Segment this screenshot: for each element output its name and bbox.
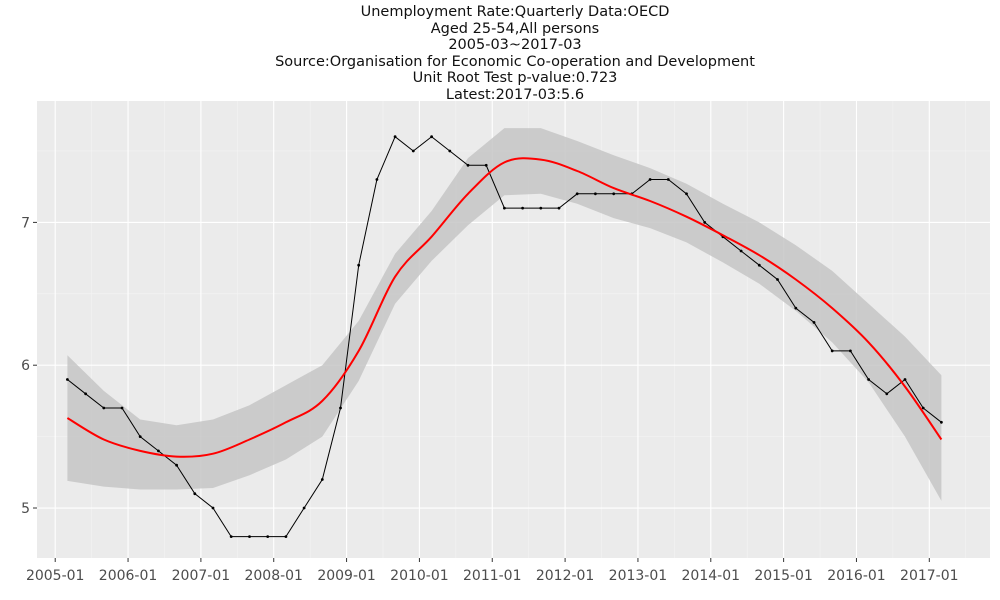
data-point bbox=[266, 535, 270, 538]
confidence-ribbon bbox=[67, 128, 942, 501]
data-point bbox=[849, 349, 852, 353]
data-point bbox=[430, 135, 433, 139]
data-point bbox=[302, 506, 306, 510]
data-point bbox=[830, 349, 834, 353]
data-point bbox=[557, 206, 561, 210]
x-tick-label: 2013-01 bbox=[609, 568, 668, 584]
data-point bbox=[120, 406, 124, 410]
data-point bbox=[448, 149, 452, 153]
title-line-6: Latest:2017-03:5.6 bbox=[445, 86, 585, 103]
x-tick-label: 2010-01 bbox=[390, 568, 449, 584]
data-point bbox=[484, 163, 488, 167]
y-tick-label: 7 bbox=[21, 215, 30, 231]
x-tick-label: 2016-01 bbox=[827, 568, 886, 584]
data-point bbox=[867, 378, 870, 381]
data-point bbox=[102, 406, 106, 410]
data-point bbox=[357, 263, 361, 267]
x-tick-label: 2014-01 bbox=[682, 568, 741, 584]
data-point bbox=[84, 392, 87, 396]
x-tick-label: 2011-01 bbox=[463, 568, 522, 584]
data-point bbox=[284, 535, 288, 538]
y-axis: 5 6 7 bbox=[21, 215, 37, 517]
data-point bbox=[903, 378, 907, 381]
x-axis: 2005-01 2006-01 2007-01 2008-01 2009-01 2010-… bbox=[26, 558, 959, 584]
x-tick-label: 2005-01 bbox=[26, 568, 85, 584]
data-point bbox=[229, 535, 233, 538]
data-point bbox=[375, 178, 379, 181]
x-tick-label: 2012-01 bbox=[536, 568, 595, 584]
data-point bbox=[157, 449, 160, 453]
data-point bbox=[393, 135, 397, 139]
data-point bbox=[685, 192, 688, 196]
data-point bbox=[885, 392, 889, 396]
data-point bbox=[138, 435, 142, 438]
title-line-1: Unemployment Rate:Quarterly Data:OECD bbox=[360, 4, 670, 20]
data-point bbox=[503, 206, 506, 210]
chart-title: Unemployment Rate:Quarterly Data:OECD Ag… bbox=[0, 4, 1000, 104]
data-point bbox=[612, 192, 616, 196]
data-point bbox=[339, 406, 342, 410]
x-tick-label: 2017-01 bbox=[900, 568, 959, 584]
y-tick-label: 6 bbox=[21, 358, 30, 374]
data-points bbox=[66, 135, 943, 538]
data-point bbox=[466, 163, 470, 167]
data-point bbox=[539, 206, 543, 210]
data-point bbox=[776, 278, 779, 281]
x-tick-label: 2015-01 bbox=[754, 568, 813, 584]
data-point bbox=[575, 192, 579, 196]
data-point bbox=[703, 221, 707, 224]
data-point bbox=[211, 506, 215, 510]
title-line-4: Source:Organisation for Economic Co-oper… bbox=[275, 53, 755, 70]
x-tick-label: 2008-01 bbox=[244, 568, 303, 584]
data-point bbox=[739, 249, 743, 253]
data-point bbox=[175, 463, 179, 467]
x-tick-label: 2009-01 bbox=[317, 568, 376, 584]
data-point bbox=[794, 306, 798, 310]
x-tick-label: 2006-01 bbox=[99, 568, 158, 584]
data-point bbox=[594, 192, 597, 196]
data-point bbox=[940, 420, 943, 424]
data-point bbox=[66, 378, 69, 381]
data-point bbox=[521, 206, 524, 210]
title-line-5: Unit Root Test p-value:0.723 bbox=[412, 70, 618, 87]
title-line-3: 2005-03~2017-03 bbox=[448, 37, 582, 54]
title-line-2: Aged 25-54,All persons bbox=[430, 20, 600, 37]
data-point bbox=[812, 321, 816, 324]
data-point bbox=[648, 178, 652, 181]
y-tick-label: 5 bbox=[21, 501, 30, 517]
data-point bbox=[666, 178, 670, 181]
data-point bbox=[411, 149, 415, 153]
data-point bbox=[921, 406, 925, 410]
data-point bbox=[248, 535, 251, 538]
data-point bbox=[757, 263, 761, 267]
data-point bbox=[320, 478, 324, 481]
smooth-line bbox=[66, 157, 943, 458]
x-tick-label: 2007-01 bbox=[172, 568, 231, 584]
data-point bbox=[193, 492, 197, 496]
